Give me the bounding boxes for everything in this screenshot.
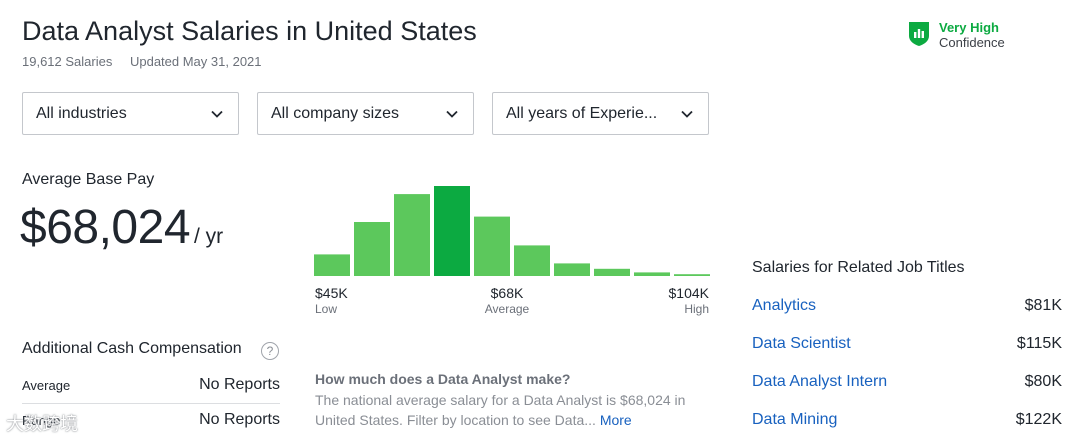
histogram-bar <box>634 272 670 276</box>
experience-filter-label: All years of Experie... <box>506 104 658 122</box>
related-item: Data Scientist $115K <box>752 335 1062 353</box>
histogram-bar <box>674 274 710 276</box>
histogram-high: $104K High <box>650 285 709 317</box>
salary-histogram-chart <box>314 186 710 276</box>
industry-filter[interactable]: All industries <box>22 92 239 135</box>
histogram-bar <box>394 194 430 276</box>
related-item-link[interactable]: Data Mining <box>752 411 838 428</box>
histogram-bar <box>514 245 550 276</box>
histogram-average-value: $68K <box>490 285 524 301</box>
average-base-pay-label: Average Base Pay <box>22 171 155 188</box>
related-item: Analytics $81K <box>752 297 1062 315</box>
cash-range-value: No Reports <box>199 411 280 428</box>
histogram-bar <box>354 222 390 276</box>
cash-average-label: Average <box>22 377 71 393</box>
industry-filter-label: All industries <box>36 104 127 122</box>
histogram-low: $45K Low <box>315 285 348 317</box>
faq-answer: The national average salary for a Data A… <box>315 390 715 430</box>
confidence-badge: Very High Confidence <box>908 20 1005 50</box>
related-item-value: $81K <box>1024 297 1062 314</box>
cash-average-value: No Reports <box>199 376 280 393</box>
confidence-label: Confidence <box>939 35 1005 50</box>
cash-range-label: Range <box>22 412 61 428</box>
watermark: 大数跨境 <box>6 414 78 434</box>
cash-row-average: Average No Reports <box>22 376 280 394</box>
histogram-high-label: High <box>684 302 709 316</box>
related-titles-heading: Salaries for Related Job Titles <box>752 259 965 276</box>
histogram-low-value: $45K <box>315 285 348 301</box>
base-pay-unit: / yr <box>194 225 224 248</box>
chevron-down-icon <box>446 110 458 118</box>
help-icon[interactable]: ? <box>261 342 279 360</box>
histogram-bar-average <box>434 186 470 276</box>
cash-divider <box>22 403 280 404</box>
company-size-filter[interactable]: All company sizes <box>257 92 474 135</box>
related-item-value: $80K <box>1024 373 1062 390</box>
related-item-value: $115K <box>1016 335 1062 352</box>
histogram-bar <box>554 263 590 276</box>
related-item-link[interactable]: Analytics <box>752 297 817 314</box>
faq-question: How much does a Data Analyst make? <box>315 371 571 387</box>
additional-cash-title: Additional Cash Compensation <box>22 340 242 357</box>
histogram-bar <box>314 254 350 276</box>
related-item-link[interactable]: Data Analyst Intern <box>752 373 888 390</box>
salary-count: 19,612 Salaries <box>22 54 113 69</box>
more-link[interactable]: More <box>599 412 632 428</box>
histogram-bar <box>594 268 630 276</box>
base-pay-amount: $68,024 <box>20 201 191 254</box>
average-base-pay: $68,024/ yr <box>20 200 223 255</box>
experience-filter[interactable]: All years of Experie... <box>492 92 709 135</box>
company-size-filter-label: All company sizes <box>271 104 400 122</box>
cash-row-range: Range No Reports <box>22 411 280 429</box>
histogram-high-value: $104K <box>668 285 709 301</box>
chevron-down-icon <box>681 110 693 118</box>
faq-answer-text: The national average salary for a Data A… <box>315 392 686 428</box>
histogram-average: $68K Average <box>484 285 530 317</box>
chevron-down-icon <box>211 110 223 118</box>
page-meta: 19,612 Salaries Updated May 31, 2021 <box>22 54 262 69</box>
related-item: Data Analyst Intern $80K <box>752 373 1062 391</box>
histogram-average-label: Average <box>484 302 530 316</box>
page-title: Data Analyst Salaries in United States <box>22 16 477 46</box>
related-item: Data Mining $122K <box>752 411 1062 429</box>
histogram-low-label: Low <box>315 302 338 316</box>
related-item-link[interactable]: Data Scientist <box>752 335 851 352</box>
related-item-value: $122K <box>1015 411 1062 428</box>
shield-chart-icon <box>909 22 929 46</box>
updated-date: Updated May 31, 2021 <box>129 54 262 69</box>
histogram-bar <box>474 216 510 276</box>
confidence-level: Very High <box>939 20 999 35</box>
salary-histogram <box>314 186 710 276</box>
